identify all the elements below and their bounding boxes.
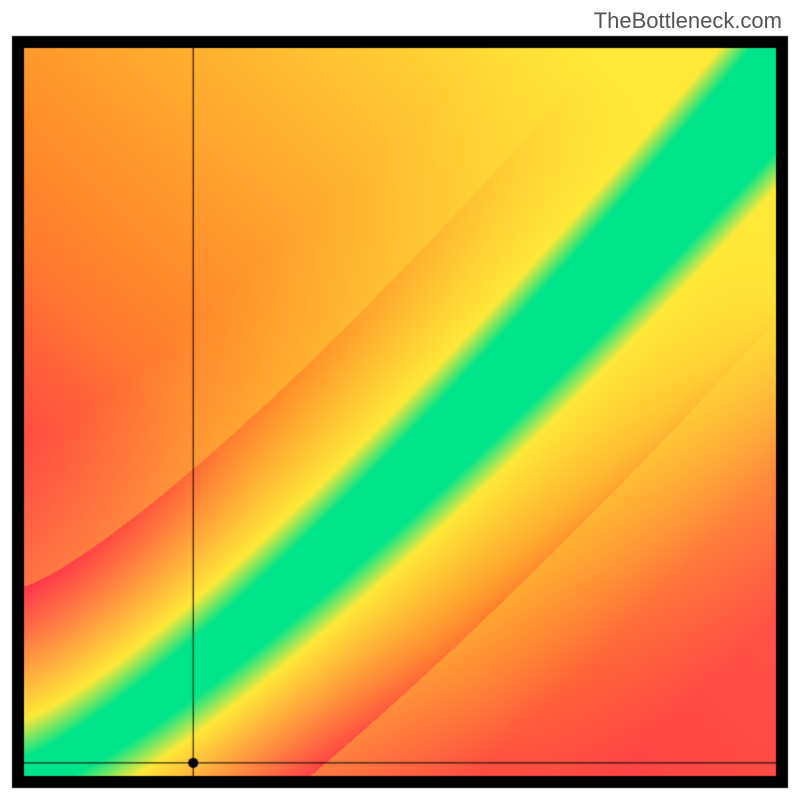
- watermark-text: TheBottleneck.com: [594, 8, 782, 34]
- chart-container: TheBottleneck.com: [0, 0, 800, 800]
- heatmap-canvas: [0, 0, 800, 800]
